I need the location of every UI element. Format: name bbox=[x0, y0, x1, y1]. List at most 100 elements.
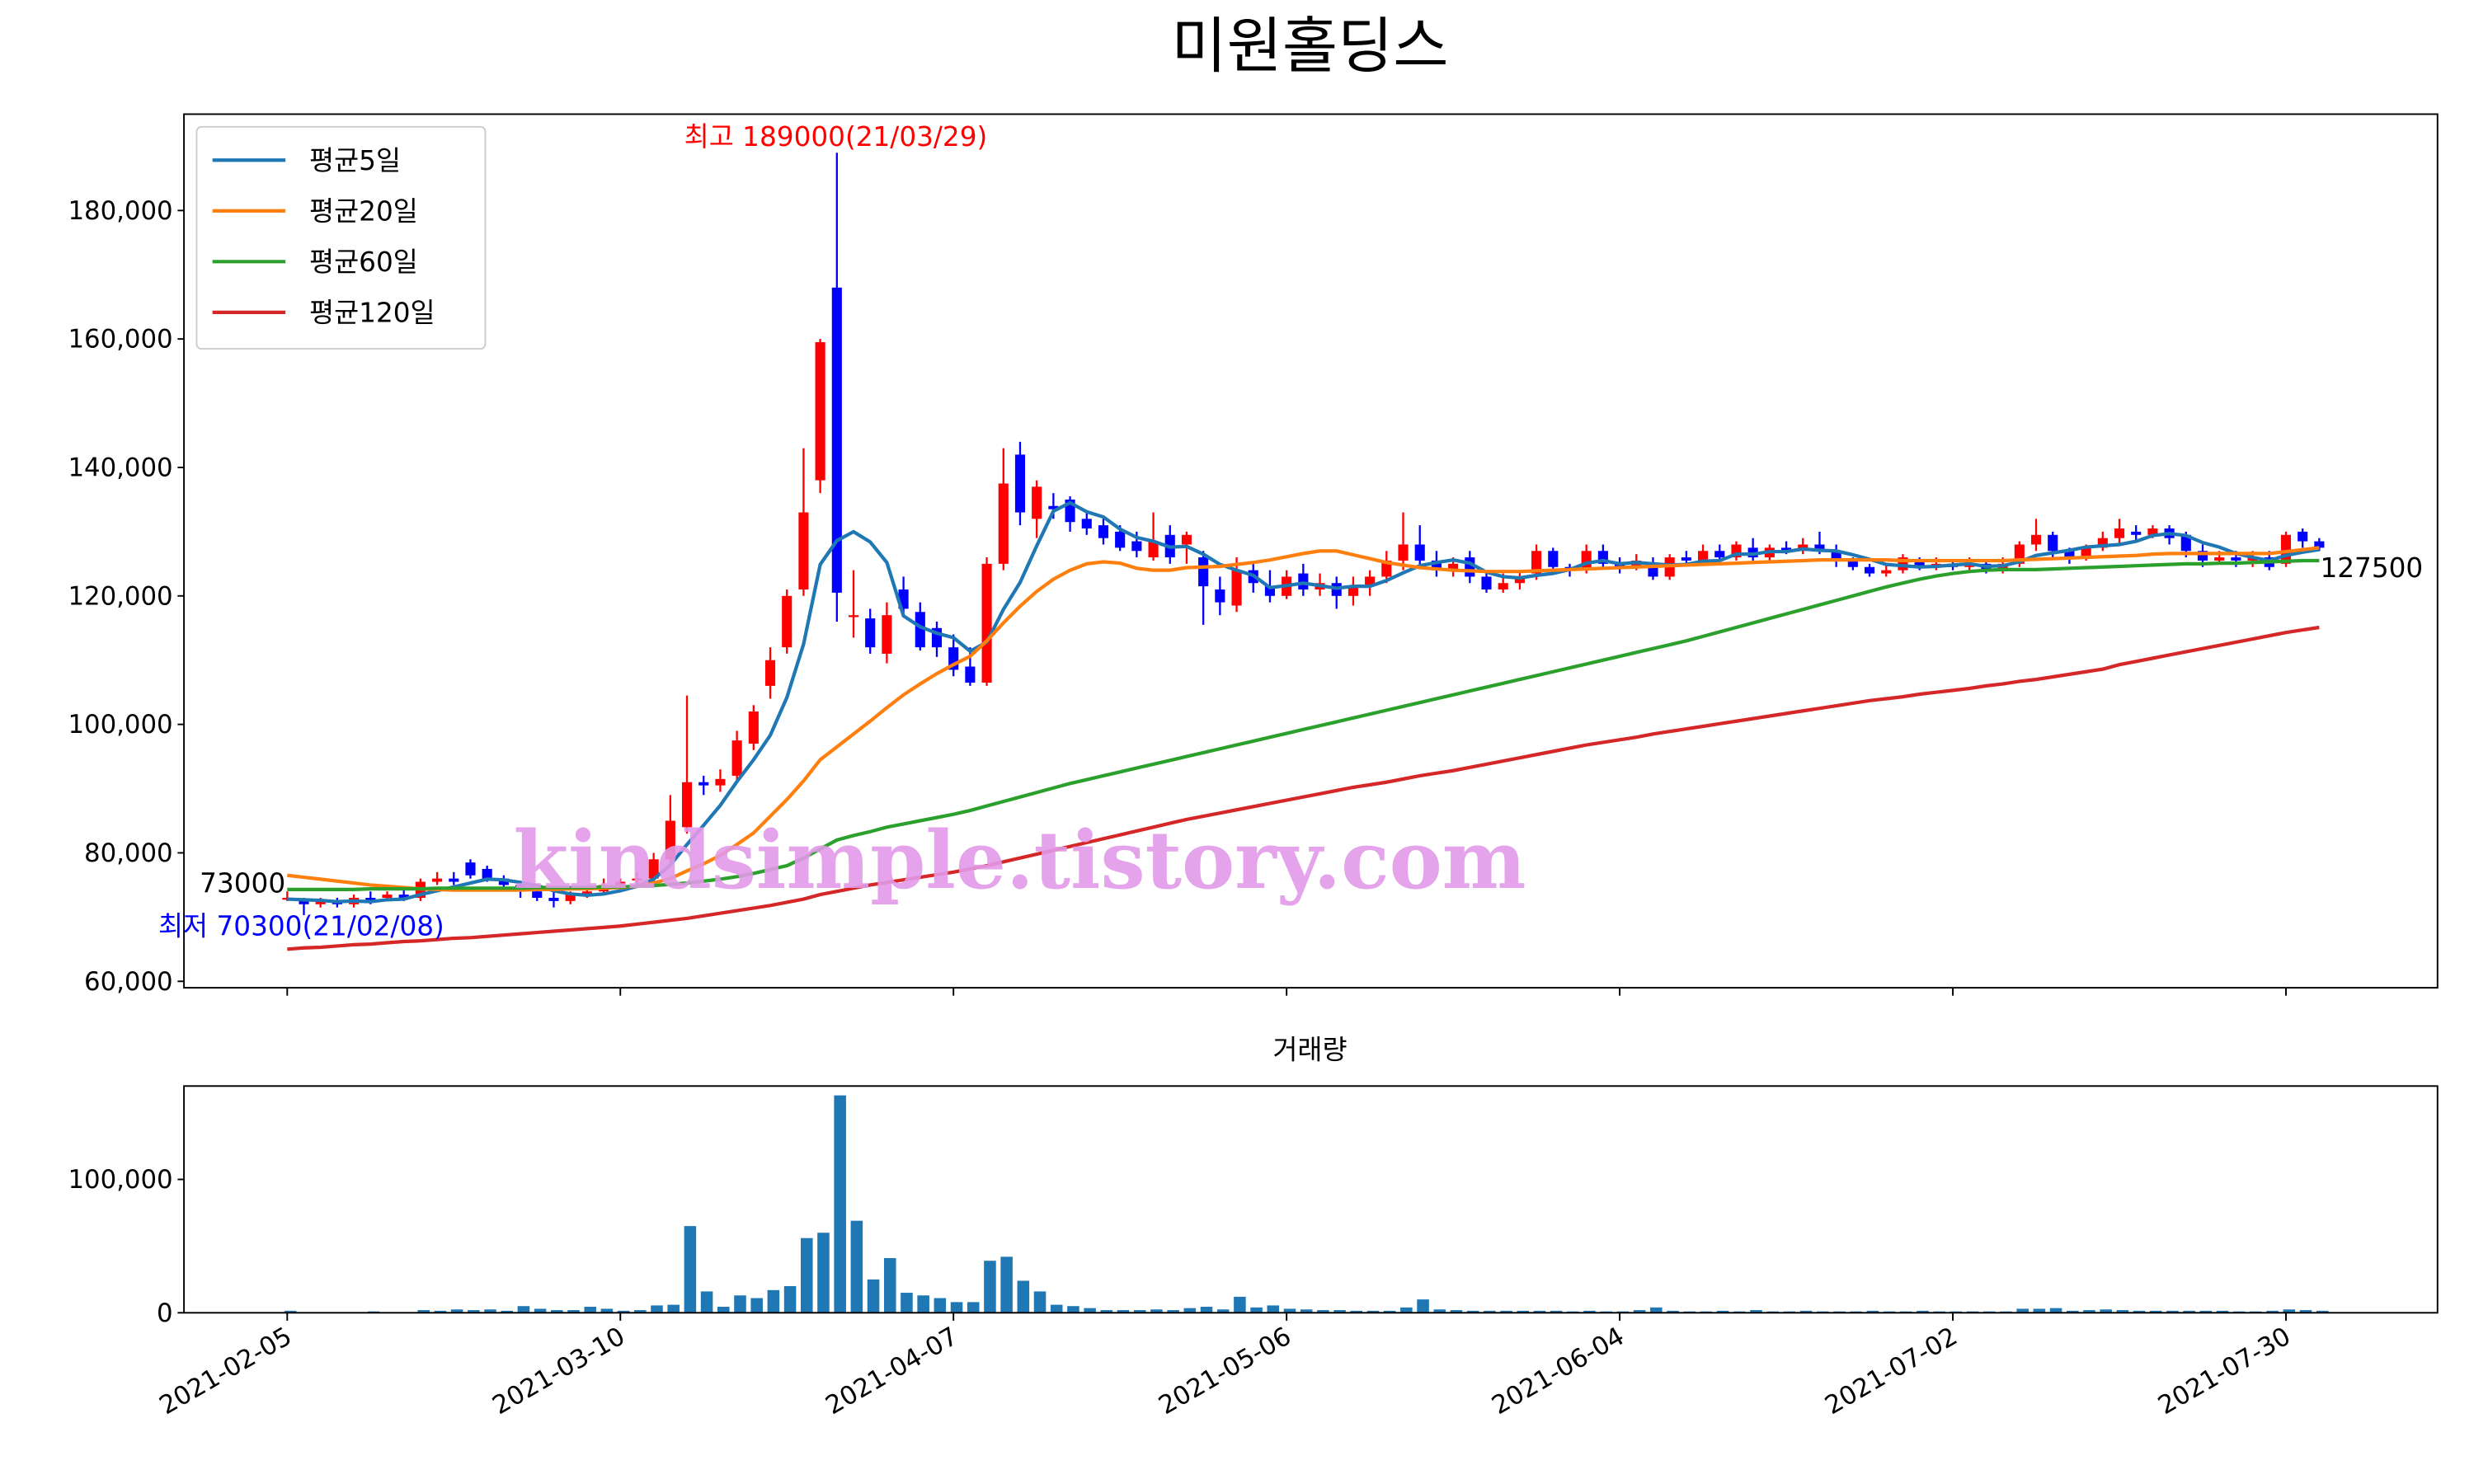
candle-body bbox=[915, 612, 925, 648]
volume-bar bbox=[434, 1310, 447, 1313]
volume-bar bbox=[1000, 1256, 1013, 1313]
candle-body bbox=[565, 895, 576, 901]
volume-bar bbox=[600, 1308, 614, 1313]
candle-body bbox=[1115, 531, 1126, 548]
legend-label: 평균5일 bbox=[309, 145, 401, 176]
volume-bar bbox=[1267, 1305, 1280, 1313]
price-plot: 60,000 80,000 100,000 120,000 140,000 160,000… bbox=[68, 125, 2325, 997]
volume-bar bbox=[950, 1302, 963, 1313]
volume-bar bbox=[1100, 1310, 1113, 1313]
candle-body bbox=[1014, 454, 1026, 513]
last-close-annotation: 127500 bbox=[2320, 552, 2423, 584]
volume-bar bbox=[417, 1310, 430, 1313]
candle-body bbox=[615, 881, 626, 885]
candle-body bbox=[1215, 589, 1225, 603]
volume-bar bbox=[2199, 1310, 2213, 1313]
volume-bar bbox=[1117, 1310, 1130, 1313]
candle-body bbox=[1048, 505, 1059, 510]
candle-body bbox=[2114, 528, 2125, 538]
legend-box bbox=[195, 125, 487, 350]
candle-body bbox=[2314, 541, 2325, 548]
volume-bar bbox=[1667, 1310, 1679, 1313]
volume-bar bbox=[1750, 1310, 1762, 1313]
candle-body bbox=[1814, 544, 1825, 552]
candle-body bbox=[2180, 534, 2191, 552]
candle-body bbox=[865, 618, 876, 648]
candle-body bbox=[1780, 547, 1792, 552]
candle-body bbox=[1365, 576, 1376, 587]
volume-bar bbox=[1533, 1310, 1546, 1313]
candle-body bbox=[632, 878, 642, 881]
volume-bar bbox=[984, 1261, 996, 1313]
volume-bar bbox=[534, 1308, 547, 1313]
volume-bar bbox=[1283, 1308, 1296, 1313]
volume-bar bbox=[834, 1095, 846, 1313]
y-tick-label: 100,000 bbox=[68, 710, 172, 740]
volume-bar bbox=[2016, 1308, 2029, 1313]
volume-bar bbox=[1450, 1310, 1463, 1313]
volume-bar bbox=[2183, 1310, 2195, 1313]
volume-bar bbox=[2299, 1310, 2312, 1313]
candle-body bbox=[532, 891, 543, 898]
legend-label: 평균20일 bbox=[309, 195, 418, 227]
candle-body bbox=[282, 897, 293, 900]
candle-body bbox=[1864, 566, 1875, 574]
candle-body bbox=[1348, 586, 1358, 596]
volume-bar bbox=[1466, 1310, 1479, 1313]
ma-line bbox=[287, 625, 2320, 951]
candle-body bbox=[498, 878, 509, 885]
volume-bar bbox=[1633, 1310, 1646, 1313]
volume-bar bbox=[584, 1307, 596, 1313]
candle-body bbox=[981, 563, 992, 683]
volume-bar bbox=[1650, 1307, 1663, 1313]
candle-body bbox=[1714, 551, 1725, 558]
candle-body bbox=[2097, 538, 2108, 548]
y-tick-label: 100,000 bbox=[68, 1165, 172, 1195]
volume-bar bbox=[284, 1310, 297, 1313]
volume-bar bbox=[450, 1309, 463, 1313]
volume-bar bbox=[484, 1309, 496, 1313]
volume-bar bbox=[2049, 1308, 2062, 1313]
candle-body bbox=[698, 782, 709, 786]
candle-body bbox=[715, 778, 726, 786]
candle-body bbox=[398, 895, 409, 898]
volume-bar bbox=[1400, 1307, 1413, 1313]
volume-bar bbox=[634, 1310, 647, 1313]
volume-bar bbox=[617, 1310, 630, 1313]
candle-body bbox=[2231, 557, 2241, 561]
candle-body bbox=[432, 878, 443, 882]
candle-body bbox=[848, 615, 859, 618]
candle-body bbox=[1698, 551, 1709, 561]
candle-body bbox=[681, 782, 693, 828]
price-frame bbox=[183, 113, 2439, 989]
candle-body bbox=[1032, 486, 1042, 519]
volume-bar bbox=[2133, 1310, 2146, 1313]
volume-bar bbox=[551, 1310, 563, 1313]
volume-bar bbox=[700, 1291, 713, 1313]
candle-body bbox=[482, 868, 492, 879]
candle-body bbox=[748, 711, 759, 744]
volume-bar bbox=[2116, 1310, 2129, 1313]
volume-bar bbox=[1017, 1280, 1030, 1313]
candle-body bbox=[665, 820, 675, 860]
volume-bar bbox=[1133, 1310, 1146, 1313]
volume-bar bbox=[1150, 1309, 1163, 1313]
candle-body bbox=[465, 862, 476, 876]
volume-bar bbox=[883, 1257, 896, 1313]
volume-bar bbox=[2033, 1308, 2046, 1313]
candle-body bbox=[1181, 534, 1192, 545]
volume-bar bbox=[800, 1237, 813, 1313]
volume-bar bbox=[901, 1293, 913, 1313]
volume-bar bbox=[1216, 1309, 1230, 1313]
candle-body bbox=[1847, 560, 1858, 567]
candle-body bbox=[299, 900, 309, 904]
chart-title: 미원홀딩스 bbox=[1171, 12, 1448, 82]
volume-bar bbox=[917, 1295, 929, 1313]
candle-body bbox=[998, 483, 1009, 564]
candle-body bbox=[782, 595, 793, 648]
volume-bar bbox=[2216, 1310, 2229, 1313]
volume-bar bbox=[1383, 1310, 1396, 1313]
y-tick-label: 180,000 bbox=[68, 196, 172, 226]
